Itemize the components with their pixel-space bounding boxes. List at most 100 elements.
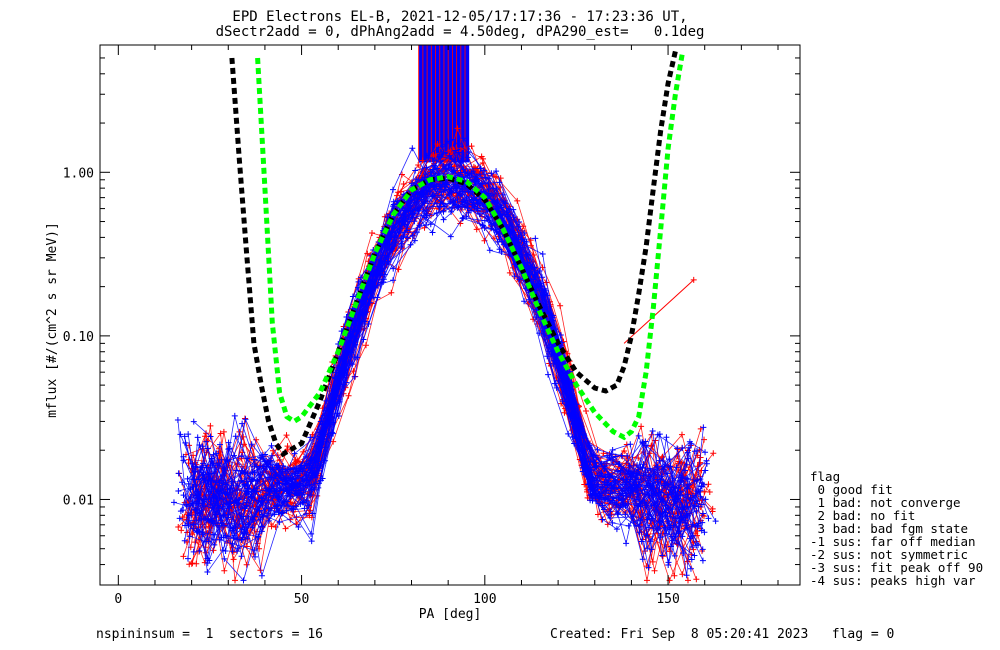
profile-marker [253,436,260,443]
profile-marker [175,488,182,495]
profile-marker [409,214,416,221]
profile-marker [242,416,249,423]
profile-marker [493,168,500,175]
profile-marker [464,204,471,211]
profile-marker [203,438,210,445]
profile-marker [657,510,664,517]
profile-marker [434,165,441,172]
profile-marker [659,458,666,465]
profile-marker [609,519,616,526]
profile-marker [178,527,185,534]
profile-marker [638,423,645,430]
profile-marker [702,449,709,456]
profile-marker [610,495,617,502]
profile-marker [643,442,650,449]
profile-marker [635,432,642,439]
profile-marker [230,525,237,532]
profile-marker [647,473,654,480]
profile-marker [526,296,533,303]
profile-marker [175,524,182,531]
profile-marker [675,524,682,531]
profile-marker [205,480,212,487]
x-tick-label: 50 [294,592,310,607]
profile-marker [459,215,466,222]
profile-marker [248,441,255,448]
profile-marker [308,486,315,493]
profile-marker [268,452,275,459]
profile-marker [360,336,367,343]
profile-marker [674,445,681,452]
plot-area [170,45,719,584]
profile-marker [689,544,696,551]
profile-marker [276,508,283,515]
profile-marker [225,511,232,518]
profile-marker [239,420,246,427]
profile-marker [248,478,255,485]
blue-profiles [170,135,719,584]
profile-marker [381,243,388,250]
profile-marker [622,511,629,518]
legend-item-6: -3 sus: fit peak off 90 [810,560,984,575]
profile-marker [215,504,222,511]
profile-marker [471,194,478,201]
profile-marker [203,430,210,437]
y-tick-label: 1.00 [63,166,94,181]
profile-marker [593,463,600,470]
profile-marker [303,511,310,518]
profile-marker [299,475,306,482]
profile-marker [510,206,517,213]
profile-marker [225,439,232,446]
profile-marker [624,452,631,459]
profile-marker [231,532,238,539]
profile-marker [184,555,191,562]
profile-marker [228,482,235,489]
profile-marker [423,164,430,171]
profile-marker [600,506,607,513]
profile-marker [683,572,690,579]
profile-marker [306,512,313,519]
profile-marker [192,463,199,470]
profile-marker [657,476,664,483]
profile-marker [465,209,472,216]
profile-marker [466,174,473,181]
profile-marker [363,296,370,303]
profile-marker [444,138,451,145]
profile-marker [255,533,262,540]
profile-marker [557,331,564,338]
profile-marker [414,205,421,212]
profile-marker [207,433,214,440]
profile-marker [599,516,606,523]
profile-marker [256,507,263,514]
profile-marker [189,560,196,567]
profile-marker [276,486,283,493]
profile-marker [641,486,648,493]
profile-marker [609,454,616,461]
profile-marker [630,513,637,520]
profile-marker [180,553,187,560]
profile-marker [675,485,682,492]
profile-marker [272,472,279,479]
profile-marker [697,425,704,432]
profile-marker [287,499,294,506]
profile-line [197,189,701,582]
profile-marker [549,312,556,319]
profile-marker [390,277,397,284]
profile-marker [425,154,432,161]
legend-item-7: -4 sus: peaks high var [810,573,976,588]
profile-marker [705,481,712,488]
profile-marker [295,524,302,531]
profile-marker [533,314,540,321]
profile-marker [687,565,694,572]
profile-marker [217,430,224,437]
chart-axes: 0 50 100 150 0.01 0.10 1.00 [63,44,801,607]
profile-marker [269,464,276,471]
profile-marker [320,432,327,439]
profile-marker [268,442,275,449]
profile-marker [180,457,187,464]
profile-marker [637,503,644,510]
profile-marker [389,186,396,193]
profile-marker [170,499,177,506]
profile-marker [418,190,425,197]
profile-marker [702,496,709,503]
y-axis-label: mflux [#/(cm^2 s sr MeV)] [45,222,60,418]
